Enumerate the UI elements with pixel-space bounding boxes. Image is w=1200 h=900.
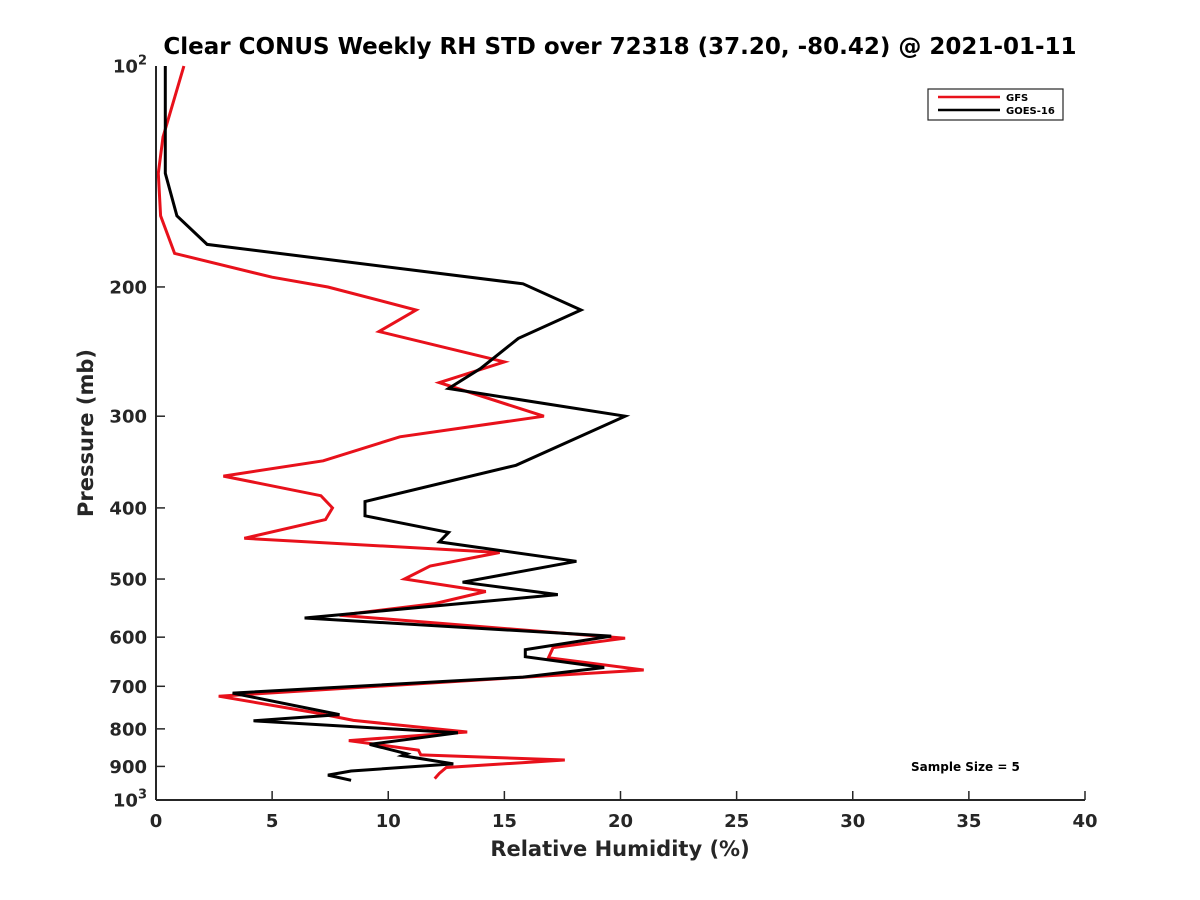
y-tick-label: 700 bbox=[109, 677, 147, 698]
x-axis-label: Relative Humidity (%) bbox=[490, 837, 749, 861]
y-ticks: 200 300 400 500 600 700 800 900 102 103 bbox=[109, 54, 165, 812]
sample-size-annotation: Sample Size = 5 bbox=[911, 760, 1020, 774]
x-tick-label: 25 bbox=[724, 811, 749, 832]
x-tick-label: 15 bbox=[492, 811, 517, 832]
y-axis-label: Pressure (mb) bbox=[74, 349, 98, 517]
y-tick-label: 400 bbox=[109, 498, 147, 519]
series-line-goes16 bbox=[163, 66, 631, 782]
y-tick-label: 500 bbox=[109, 570, 147, 591]
x-tick-label: 0 bbox=[150, 811, 163, 832]
x-tick-label: 10 bbox=[376, 811, 401, 832]
y-tick-label: 102 bbox=[113, 54, 147, 78]
x-tick-label: 30 bbox=[840, 811, 865, 832]
legend-label-goes16: GOES-16 bbox=[1006, 106, 1055, 117]
y-tick-label: 300 bbox=[109, 407, 147, 428]
y-tick-label: 103 bbox=[113, 788, 147, 812]
x-tick-label: 5 bbox=[266, 811, 279, 832]
x-tick-label: 20 bbox=[608, 811, 633, 832]
series-line-gfs bbox=[156, 65, 644, 780]
x-tick-label: 35 bbox=[956, 811, 981, 832]
legend-label-gfs: GFS bbox=[1006, 93, 1028, 104]
x-tick-label: 40 bbox=[1072, 811, 1097, 832]
legend-box bbox=[927, 88, 1064, 121]
series-layer bbox=[156, 65, 644, 782]
y-tick-label: 800 bbox=[109, 719, 147, 740]
chart-title: Clear CONUS Weekly RH STD over 72318 (37… bbox=[163, 34, 1076, 60]
legend: GFS GOES-16 bbox=[927, 88, 1064, 121]
y-tick-label: 200 bbox=[109, 277, 147, 298]
y-tick-label: 600 bbox=[109, 628, 147, 649]
y-tick-label: 900 bbox=[109, 757, 147, 778]
x-ticks: 0 5 10 15 20 25 30 35 40 bbox=[150, 791, 1098, 832]
